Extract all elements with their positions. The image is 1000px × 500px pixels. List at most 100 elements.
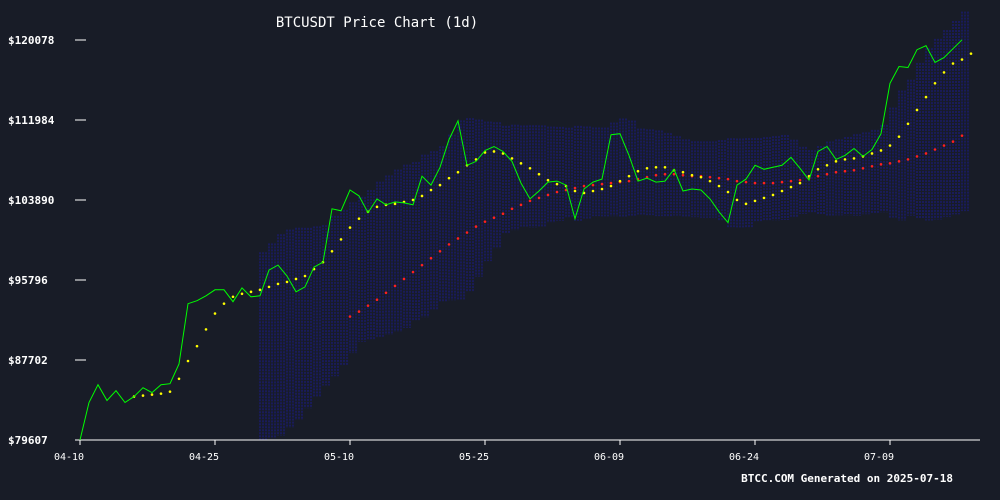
ma-short-point [177, 377, 181, 381]
ma-long-point [960, 134, 964, 137]
ma-long-point [357, 310, 361, 313]
x-tick-label: 06-24 [729, 452, 759, 463]
ma-short-point [375, 205, 379, 209]
ma-long-point [519, 203, 523, 207]
ma-short-point [627, 174, 631, 178]
ma-long-point [600, 182, 604, 186]
ma-short-point [699, 175, 703, 179]
x-tick-label: 07-09 [864, 452, 894, 463]
ma-long-point [528, 199, 532, 203]
ma-short-point [897, 135, 901, 138]
ma-short-point [186, 359, 190, 363]
x-tick-label: 06-09 [594, 452, 624, 463]
ma-long-point [393, 284, 397, 288]
ma-short-point [573, 189, 577, 193]
ma-short-point [204, 328, 208, 331]
ma-long-point [861, 166, 865, 170]
ma-short-point [609, 184, 613, 188]
y-tick-label: $79607 [8, 434, 48, 447]
ma-short-point [330, 249, 334, 253]
ma-long-point [726, 177, 730, 181]
ma-long-point [465, 231, 469, 234]
ma-long-point [708, 175, 712, 179]
ma-short-point [636, 169, 640, 173]
ma-short-point [456, 170, 460, 174]
x-tick-label: 05-10 [324, 452, 354, 463]
ma-short-point [195, 344, 199, 348]
ma-short-point [771, 193, 775, 197]
ma-long-point [384, 291, 388, 295]
ma-short-point [951, 62, 955, 65]
ma-short-point [141, 394, 145, 397]
y-tick-label: $111984 [8, 114, 55, 127]
ma-short-point [276, 282, 280, 286]
ma-short-point [303, 274, 307, 278]
ma-long-point [582, 184, 586, 188]
ma-short-point [249, 290, 253, 294]
ma-short-point [591, 189, 595, 193]
ma-short-point [843, 158, 847, 161]
ma-long-point [447, 243, 451, 246]
ma-short-point [222, 302, 226, 305]
ma-long-point [501, 212, 505, 216]
ma-short-point [618, 179, 622, 183]
ma-long-point [420, 263, 424, 267]
price-series [79, 39, 963, 441]
ma-long-point [546, 193, 550, 197]
chart-footer: BTCC.COM Generated on 2025-07-18 [741, 472, 953, 485]
y-tick-label: $87702 [8, 354, 48, 367]
ma-long-point [510, 207, 514, 211]
ma-long-point [753, 181, 757, 185]
ma-long-point [438, 249, 442, 253]
ma-short-point [546, 178, 550, 182]
ma-long-point [780, 180, 784, 184]
ma-short-point [168, 390, 172, 393]
ma-short-point [960, 58, 964, 61]
ma-short-point [231, 295, 235, 299]
ma-short-point [906, 122, 910, 126]
ma-short-point [654, 165, 658, 169]
ma-short-point [825, 164, 829, 167]
ma-long-point [717, 176, 721, 180]
ma-short-point [429, 188, 433, 192]
ma-long-point [834, 170, 838, 174]
ma-short-point [708, 179, 712, 183]
y-tick-label: $95796 [8, 274, 48, 287]
ma-long-point [744, 180, 748, 184]
ma-short-point [357, 217, 361, 220]
ma-long-point [681, 173, 685, 177]
ma-long-point [663, 172, 667, 176]
ma-long-point [933, 148, 937, 151]
ma-long-point [951, 140, 955, 143]
x-tick-label: 05-25 [459, 452, 489, 463]
ma-long-point [591, 183, 595, 187]
ma-short-point [348, 226, 352, 229]
ma-short-point [213, 312, 217, 315]
ma-short-point [258, 288, 262, 292]
ma-short-point [447, 176, 451, 180]
ma-short-point [780, 189, 784, 193]
ma-long-point [483, 220, 487, 223]
ma-short-point [762, 196, 766, 200]
ma-long-point [843, 169, 847, 173]
ma-short-point [942, 71, 946, 74]
y-tick-label: $103890 [8, 194, 54, 207]
ma-short-point [969, 52, 973, 55]
ma-short-point [159, 392, 163, 395]
ma-long-point [771, 181, 775, 185]
ma-long-point [924, 152, 928, 155]
ma-short-point [519, 162, 523, 165]
ma-long-point [456, 237, 460, 240]
ma-short-point [681, 170, 685, 174]
x-tick-label: 04-10 [54, 452, 84, 463]
ma-long-point [798, 178, 802, 182]
ma-long-point [645, 175, 649, 179]
ma-short-point [879, 149, 883, 152]
ma-long-point [429, 256, 433, 260]
ma-short-point [852, 157, 856, 160]
ma-short-point [924, 95, 928, 99]
ma-long-point [654, 173, 658, 177]
ma-short-point [411, 198, 415, 202]
y-tick-label: $120078 [8, 34, 54, 47]
